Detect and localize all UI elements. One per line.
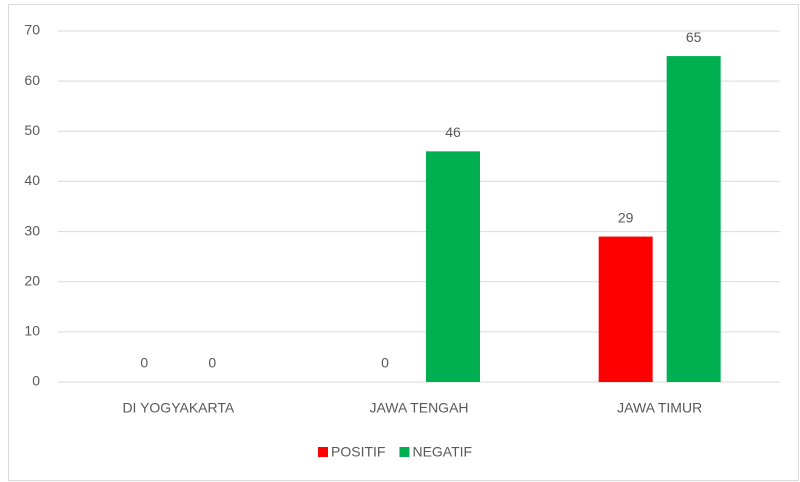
y-tick-label: 30: [24, 222, 40, 238]
y-tick-label: 20: [24, 272, 40, 288]
bar: [598, 236, 653, 382]
y-tick-label: 60: [24, 72, 40, 88]
legend-swatch: [399, 447, 410, 457]
y-tick-label: 0: [32, 373, 40, 389]
x-tick-label: JAWA TIMUR: [617, 400, 702, 416]
y-tick-label: 70: [24, 22, 40, 38]
legend-label: NEGATIF: [412, 444, 472, 460]
y-tick-label: 40: [24, 172, 40, 188]
x-tick-label: JAWA TENGAH: [369, 400, 468, 416]
x-tick-label: DI YOGYAKARTA: [122, 400, 234, 416]
bar: [666, 56, 721, 382]
bar: [426, 151, 480, 382]
legend-swatch: [318, 447, 328, 457]
data-label: 65: [686, 29, 702, 45]
data-label: 0: [208, 355, 216, 371]
y-tick-label: 10: [24, 323, 40, 339]
legend-label: POSITIF: [331, 444, 385, 460]
data-label: 0: [140, 355, 148, 371]
data-label: 29: [618, 209, 634, 225]
y-tick-label: 50: [24, 122, 40, 138]
data-label: 0: [381, 355, 389, 371]
data-label: 46: [445, 124, 461, 140]
